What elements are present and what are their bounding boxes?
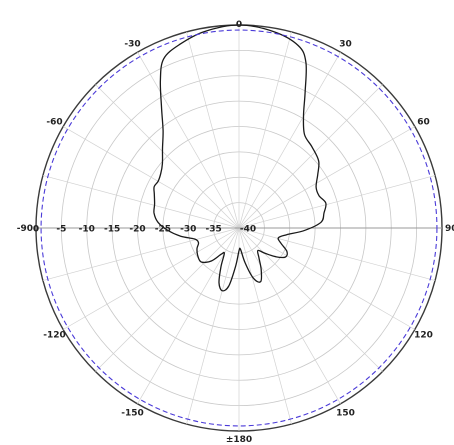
angle-tick-label: ±180	[226, 435, 252, 445]
grid-spoke-225	[95, 227, 240, 372]
angle-tick-label: 60	[417, 118, 430, 128]
angle-tick-label: -30	[124, 40, 140, 50]
grid-spoke-15	[238, 31, 292, 229]
radial-tick-label: -10	[79, 225, 95, 235]
grid-spoke-120	[238, 227, 415, 330]
radial-tick-label: -30	[180, 225, 196, 235]
angle-tick-label: -90	[17, 224, 33, 234]
label-layer: 0 30 60 90 120 150 ±180 -150 -120 -90 -60 -30 0 -5 -10…	[17, 20, 454, 445]
grid-spoke-285	[42, 175, 240, 229]
angle-tick-label: -150	[121, 409, 144, 419]
angle-tick-label: 90	[445, 224, 454, 234]
radial-tick-label: -25	[155, 225, 171, 235]
radial-tick-label: 0	[33, 225, 39, 235]
series-pattern-line	[153, 24, 327, 292]
polar-grid	[35, 24, 443, 432]
grid-spoke-60	[238, 126, 415, 229]
grid-spoke-300	[63, 126, 240, 229]
radial-tick-label: -40	[240, 225, 256, 235]
angle-tick-label: 0	[236, 20, 242, 30]
grid-spoke-315	[95, 84, 240, 229]
angle-tick-label: 150	[336, 409, 355, 419]
grid-spoke-195	[186, 227, 240, 425]
series-layer	[40, 24, 438, 427]
grid-spoke-255	[42, 227, 240, 281]
radial-tick-label: -15	[104, 225, 120, 235]
grid-spoke-135	[238, 227, 383, 372]
grid-spoke-150	[238, 227, 341, 404]
grid-spoke-45	[238, 84, 383, 229]
grid-spoke-30	[238, 52, 341, 229]
radial-tick-label: -20	[129, 225, 145, 235]
grid-spoke-240	[63, 227, 240, 330]
grid-spoke-330	[137, 52, 240, 229]
angle-tick-label: -120	[43, 331, 66, 341]
grid-spoke-105	[238, 227, 436, 281]
grid-spoke-210	[137, 227, 240, 404]
grid-spoke-75	[238, 175, 436, 229]
angle-tick-label: 30	[339, 40, 352, 50]
angle-tick-label: 120	[414, 331, 433, 341]
grid-spoke-165	[238, 227, 292, 425]
grid-spoke-345	[186, 31, 240, 229]
radial-tick-label: -35	[205, 225, 221, 235]
angle-tick-label: -60	[46, 118, 62, 128]
radial-tick-label: -5	[56, 225, 66, 235]
series-reference-circle	[40, 29, 438, 427]
